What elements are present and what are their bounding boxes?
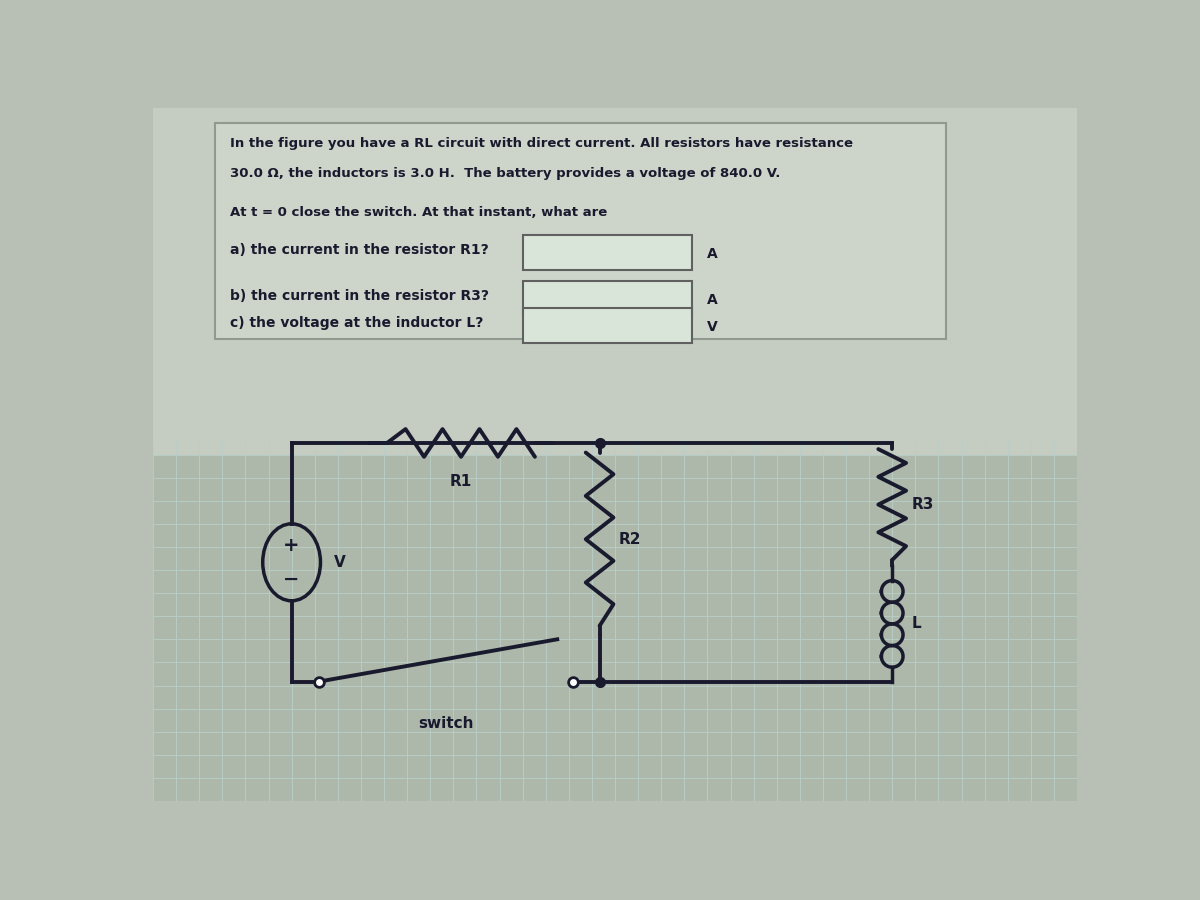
- Text: +: +: [283, 536, 300, 555]
- Bar: [215, 123, 946, 339]
- Bar: [154, 108, 1078, 454]
- Text: c) the voltage at the inductor L?: c) the voltage at the inductor L?: [230, 317, 484, 330]
- Text: V: V: [334, 554, 346, 570]
- Text: R1: R1: [450, 473, 472, 489]
- Text: a) the current in the resistor R1?: a) the current in the resistor R1?: [230, 243, 488, 257]
- Text: b) the current in the resistor R3?: b) the current in the resistor R3?: [230, 290, 490, 303]
- Text: R2: R2: [619, 532, 641, 546]
- Text: −: −: [283, 570, 300, 589]
- Text: A: A: [708, 293, 718, 308]
- Text: R3: R3: [912, 497, 934, 512]
- Text: 30.0 Ω, the inductors is 3.0 H.  The battery provides a voltage of 840.0 V.: 30.0 Ω, the inductors is 3.0 H. The batt…: [230, 167, 780, 180]
- Bar: [523, 281, 692, 316]
- Text: A: A: [708, 248, 718, 261]
- Text: At t = 0 close the switch. At that instant, what are: At t = 0 close the switch. At that insta…: [230, 206, 607, 219]
- Bar: [523, 235, 692, 270]
- Text: L: L: [912, 616, 922, 632]
- Bar: [523, 308, 692, 343]
- Bar: [154, 454, 1078, 801]
- Text: switch: switch: [418, 716, 473, 732]
- Text: In the figure you have a RL circuit with direct current. All resistors have resi: In the figure you have a RL circuit with…: [230, 137, 853, 149]
- Text: V: V: [708, 320, 718, 335]
